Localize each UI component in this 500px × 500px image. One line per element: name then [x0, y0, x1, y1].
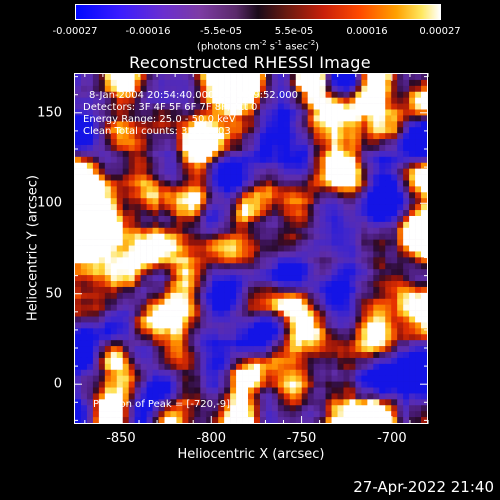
heatmap-image — [75, 74, 427, 423]
method-annotation: Clean Total counts: 3.67E+03 — [83, 126, 231, 137]
peak-position-annotation: Position of Peak = [-720,-9] — [93, 399, 231, 410]
energy-annotation: Energy Range: 25.0 - 50.0 keV — [83, 114, 236, 125]
y-axis-label: Heliocentric Y (arcsec) — [25, 175, 41, 321]
y-tick-label: 150 — [37, 105, 62, 121]
x-axis-label: Heliocentric X (arcsec) — [177, 447, 325, 462]
image-plot: 8-Jan-2004 20:54:40.000 to 20:59:52.000 … — [74, 73, 428, 424]
x-tick-label: -850 — [106, 431, 136, 446]
y-tick-label: 100 — [37, 195, 62, 211]
colorbar-tick-label: -0.00016 — [125, 26, 171, 37]
colorbar-tick-label: 5.5e-05 — [274, 26, 314, 37]
colorbar-tick-label: 0.00027 — [419, 26, 461, 37]
y-tick-label: 0 — [53, 376, 62, 392]
x-tick-label: -750 — [286, 431, 317, 446]
detectors-annotation: Detectors: 3F 4F 5F 6F 7F 8F, Att 0 — [83, 102, 258, 113]
colorbar-tick-label: -5.5e-05 — [200, 26, 242, 37]
time-range-annotation: 8-Jan-2004 20:54:40.000 to 20:59:52.000 — [89, 90, 298, 101]
colorbar-tick-label: 0.00016 — [346, 26, 388, 37]
colorbar-units: (photons cm-2 s-1 asec-2) — [196, 39, 320, 53]
image-title: Reconstructed RHESSI Image — [129, 53, 371, 72]
timestamp: 27-Apr-2022 21:40 — [353, 478, 494, 496]
x-tick-label: -800 — [196, 431, 227, 446]
colorbar — [75, 4, 441, 20]
colorbar-tick-label: -0.00027 — [52, 26, 98, 37]
x-tick-label: -700 — [377, 431, 407, 446]
y-tick-label: 50 — [45, 286, 62, 302]
